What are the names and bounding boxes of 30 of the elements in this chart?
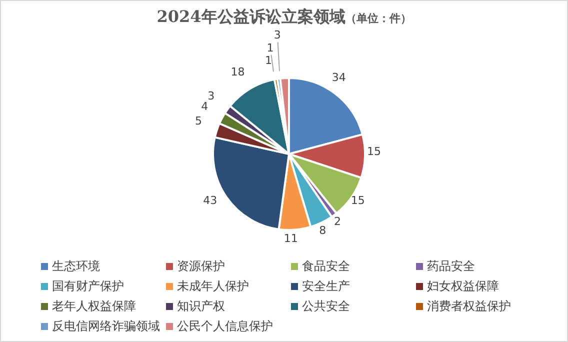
legend-label: 食品安全: [302, 258, 350, 275]
legend-label: 妇女权益保障: [427, 278, 499, 295]
data-label: 34: [332, 71, 346, 84]
data-label: 18: [230, 65, 245, 78]
legend-label: 知识产权: [177, 298, 225, 315]
data-label: 2: [334, 214, 341, 228]
legend-label: 公共安全: [302, 298, 350, 315]
legend-label: 国有财产保护: [52, 278, 124, 295]
data-label: 1: [264, 54, 272, 67]
chart-title: 2024年公益诉讼立案领域: [156, 7, 346, 26]
legend-label: 药品安全: [427, 258, 475, 275]
data-label: 43: [203, 194, 218, 207]
data-label: 15: [366, 145, 381, 158]
legend-label: 未成年人保护: [177, 278, 249, 295]
data-label: 8: [319, 224, 326, 237]
data-label: 4: [201, 100, 208, 114]
legend-label: 老年人权益保障: [52, 298, 136, 315]
legend-label: 反电信网络诈骗领域: [52, 318, 160, 335]
data-label: 11: [284, 232, 298, 246]
chart-subtitle: （单位：件）: [345, 12, 412, 25]
legend-label: 消费者权益保护: [427, 298, 511, 315]
legend-label: 资源保护: [177, 258, 225, 275]
legend-label: 安全生产: [302, 278, 350, 295]
data-label: 3: [208, 90, 215, 103]
legend-label: 公民个人信息保护: [177, 318, 273, 335]
data-label: 15: [350, 194, 365, 207]
data-label: 5: [195, 114, 202, 128]
legend-label: 生态环境: [52, 258, 100, 275]
data-label: 1: [266, 41, 274, 54]
data-label: 3: [274, 28, 281, 42]
